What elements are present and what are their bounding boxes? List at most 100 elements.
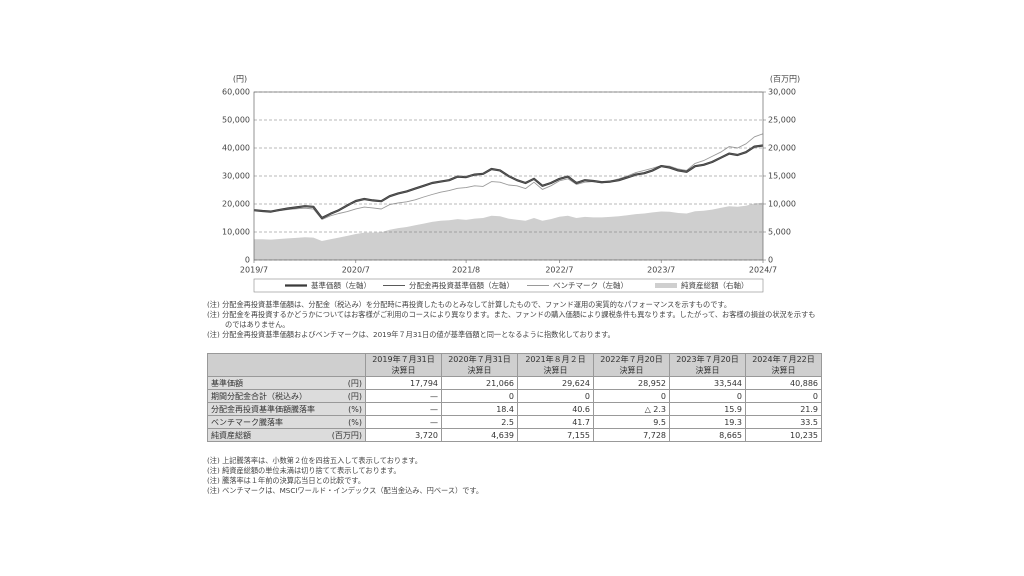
header-cell: 2024年７月22日 決算日 <box>745 353 822 377</box>
row-label-cell: (円) 期間分配金合計（税込み） <box>207 389 366 403</box>
row-unit: (百万円) <box>331 430 362 440</box>
row-label-cell: (%) ベンチマーク騰落率 <box>207 415 366 429</box>
table-cell: — <box>365 415 442 429</box>
footnotes: (注) 上記騰落率は、小数第２位を四捨五入して表示しております。 (注) 純資産総… <box>207 456 822 496</box>
y2-tick-label: 15,000 <box>768 172 796 181</box>
data-table: 2019年７月31日 決算日 2020年７月31日 決算日 2021年８月２日 決算日 20… <box>207 353 822 442</box>
table-cell: 41.7 <box>517 415 594 429</box>
y2-tick-label: 30,000 <box>768 88 796 97</box>
table-cell: — <box>365 402 442 416</box>
table-cell: 2.5 <box>441 415 518 429</box>
y2-tick-label: 5,000 <box>768 228 791 237</box>
table-cell: 21,066 <box>441 376 518 390</box>
header-date: 2020年７月31日 <box>448 355 511 364</box>
table-cell: 28,952 <box>593 376 670 390</box>
header-date: 2019年７月31日 <box>372 355 435 364</box>
legend-label: 分配金再投資基準価額（左軸） <box>409 280 514 290</box>
header-label: 決算日 <box>543 366 568 375</box>
table-cell: 0 <box>517 389 594 403</box>
line <box>253 145 764 219</box>
line <box>253 133 764 220</box>
plot-frame <box>253 91 764 261</box>
y-tick-label: 20,000 <box>222 200 250 209</box>
table-row: (円) 基準価額 17,794 21,066 29,624 28,952 33,544 40,… <box>207 376 822 390</box>
header-label: 決算日 <box>467 366 492 375</box>
table-row: (%) ベンチマーク騰落率 —2.5 41.7 9.5 19.3 33.5 <box>207 415 822 429</box>
row-unit: (円) <box>347 378 362 388</box>
table-cell: 10,235 <box>745 428 822 442</box>
table-cell: 18.4 <box>441 402 518 416</box>
header-cell: 2022年７月20日 決算日 <box>593 353 670 377</box>
header-cell: 2023年７月20日 決算日 <box>669 353 746 377</box>
table-cell: 21.9 <box>745 402 822 416</box>
row-label-cell: (百万円) 純資産総額 <box>207 428 366 442</box>
table-cell: 0 <box>669 389 746 403</box>
table-cell: 3,720 <box>365 428 442 442</box>
row-unit: (円) <box>347 391 362 401</box>
table-row: (百万円) 純資産総額 3,720 4,639 7,155 7,728 8,665 10,23… <box>207 428 822 442</box>
y2-tick-label: 20,000 <box>768 144 796 153</box>
table-cell: 40.6 <box>517 402 594 416</box>
note: (注) 分配金を再投資するかどうかについてはお客様がご利用のコースにより異なりま… <box>207 310 816 329</box>
y-tick-label: 60,000 <box>222 88 250 97</box>
legend-box <box>253 278 764 293</box>
table-cell: 19.3 <box>669 415 746 429</box>
row-label-cell: (円) 基準価額 <box>207 376 366 390</box>
row-unit: (%) <box>348 404 362 414</box>
row-label: 分配金再投資基準価額騰落率 <box>211 404 315 414</box>
table-cell: 4,639 <box>441 428 518 442</box>
table-cell: 29,624 <box>517 376 594 390</box>
header-cell: 2021年８月２日 決算日 <box>517 353 594 377</box>
table-cell: 33,544 <box>669 376 746 390</box>
table-cell: 0 <box>441 389 518 403</box>
y-tick-label: 40,000 <box>222 144 250 153</box>
y-axis-unit: (円) <box>233 75 247 84</box>
x-tick-label: 2019/7 <box>240 266 268 275</box>
y2-tick-label: 0 <box>768 256 773 265</box>
footnote: (注) ベンチマークは、MSCIワールド・インデックス（配当金込み、円ベース）で… <box>207 486 484 495</box>
header-date: 2024年７月22日 <box>752 355 815 364</box>
y2-axis-unit: (百万円) <box>770 75 800 84</box>
row-label: 純資産総額 <box>211 430 251 440</box>
note: (注) 分配金再投資基準価額およびベンチマークは、2019年７月31日の値が基準… <box>207 330 615 339</box>
area <box>254 202 763 260</box>
header-cell: 2019年７月31日 決算日 <box>365 353 442 377</box>
table-cell: 7,728 <box>593 428 670 442</box>
chart: (円) (百万円) 0 10,000 20,000 30,000 40,000 50,00… <box>222 75 800 293</box>
table-cell: 17,794 <box>365 376 442 390</box>
legend-label: 基準価額（左軸） <box>311 280 371 290</box>
y-tick-label: 10,000 <box>222 228 250 237</box>
table-cell: 0 <box>745 389 822 403</box>
note: (注) 分配金再投資基準価額は、分配金（税込み）を分配時に再投資したものとみなし… <box>207 300 732 309</box>
header-label: 決算日 <box>695 366 720 375</box>
y2-tick-label: 10,000 <box>768 200 796 209</box>
legend-label: 純資産総額（右軸） <box>681 280 749 290</box>
header-label: 決算日 <box>771 366 796 375</box>
table-cell: 40,886 <box>745 376 822 390</box>
header-row: 2019年７月31日 決算日 2020年７月31日 決算日 2021年８月２日 決算日 20… <box>207 353 822 377</box>
legend-label: ベンチマーク（左軸） <box>553 280 628 290</box>
header-label: 決算日 <box>391 366 416 375</box>
row-label-cell: (%) 分配金再投資基準価額騰落率 <box>207 402 366 416</box>
footnote: (注) 純資産総額の単位未満は切り捨てて表示しております。 <box>207 466 401 475</box>
y-tick-label: 0 <box>245 256 250 265</box>
row-label: 基準価額 <box>211 378 243 388</box>
row-label: ベンチマーク騰落率 <box>211 417 283 427</box>
table-cell: — <box>365 389 442 403</box>
table-cell: 0 <box>593 389 670 403</box>
header-date: 2023年７月20日 <box>676 355 739 364</box>
y-tick-label: 50,000 <box>222 116 250 125</box>
x-tick-label: 2023/7 <box>647 266 675 275</box>
header-date: 2022年７月20日 <box>600 355 663 364</box>
notes: (注) 分配金再投資基準価額は、分配金（税込み）を分配時に再投資したものとみなし… <box>207 300 822 340</box>
table-cell: 15.9 <box>669 402 746 416</box>
footnote: (注) 騰落率は１年前の決算応当日との比較です。 <box>207 476 366 485</box>
header-cell <box>207 353 366 377</box>
y-tick-label: 30,000 <box>222 172 250 181</box>
x-tick-label: 2022/7 <box>545 266 573 275</box>
table-row: (円) 期間分配金合計（税込み） —0 0 0 0 0 <box>207 389 822 403</box>
x-tick-label: 2021/8 <box>452 266 480 275</box>
table-cell: 8,665 <box>669 428 746 442</box>
x-tick-label: 2020/7 <box>342 266 370 275</box>
